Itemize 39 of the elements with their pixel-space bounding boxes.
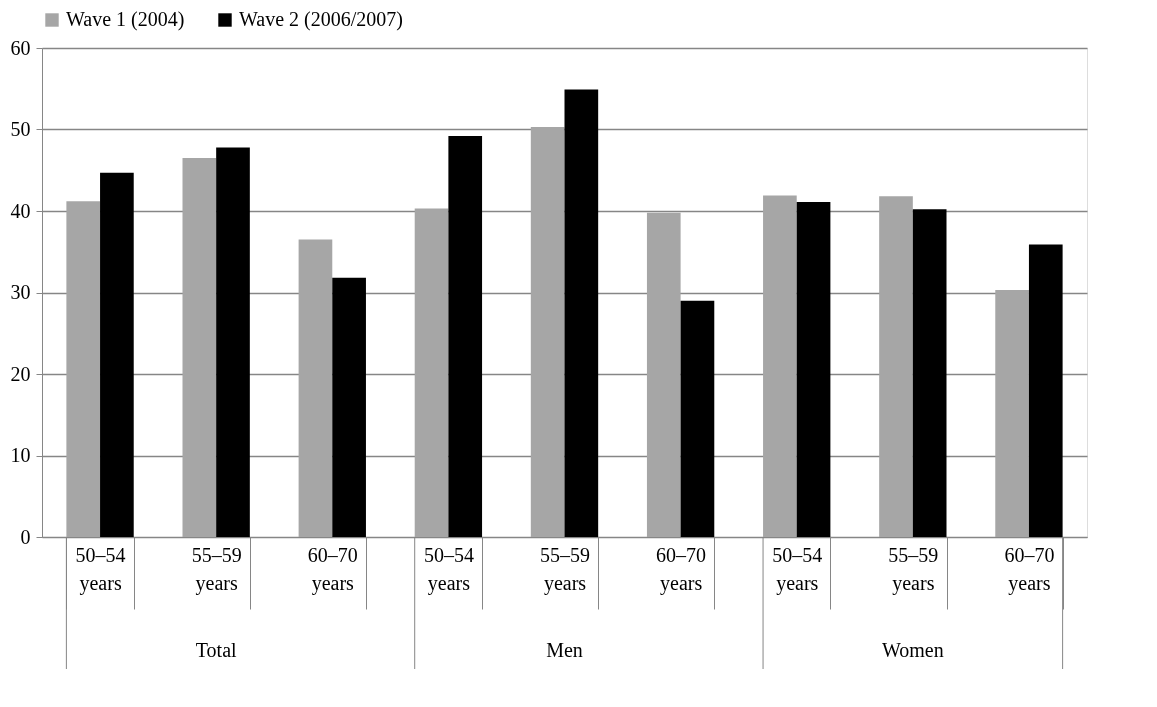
bar xyxy=(100,172,134,537)
text: Total xyxy=(195,639,238,661)
bar xyxy=(414,208,449,537)
x-tick-label: 60–70 years xyxy=(1004,543,1055,595)
text: Women xyxy=(881,639,944,661)
bar xyxy=(879,196,913,537)
bar xyxy=(995,290,1029,537)
x-tick-label: 60–70 years xyxy=(307,543,358,595)
bar xyxy=(182,158,217,537)
y-tick-label: 10 xyxy=(10,444,31,466)
legend-label: Wave 1 (2004) xyxy=(66,8,185,31)
bar xyxy=(796,202,831,537)
y-tick-label: 20 xyxy=(10,362,31,385)
bar xyxy=(912,209,947,537)
y-tick-label: 30 xyxy=(10,281,31,303)
x-tick-label: 50–54 years xyxy=(75,543,126,595)
x-tick-label: 50–54 years xyxy=(423,543,474,595)
bar xyxy=(530,127,565,537)
bar xyxy=(66,201,101,537)
bar xyxy=(564,89,599,537)
bar xyxy=(763,195,797,537)
y-tick-label: 60 xyxy=(10,36,31,59)
bar xyxy=(298,239,333,537)
bar xyxy=(646,212,681,537)
legend-label: Wave 2 (2006/2007) xyxy=(239,8,403,31)
y-tick-label: 0 xyxy=(20,525,31,548)
bar xyxy=(1028,244,1063,537)
text: Men xyxy=(546,639,583,661)
bar xyxy=(332,277,366,537)
y-tick-label: 40 xyxy=(10,199,31,222)
bar xyxy=(448,136,483,537)
x-tick-label: 55–59 years xyxy=(191,543,242,595)
x-tick-label: 50–54 years xyxy=(772,543,823,595)
bar xyxy=(680,300,715,537)
bar xyxy=(216,147,250,537)
x-tick-label: 60–70 years xyxy=(656,543,707,595)
y-tick-label: 50 xyxy=(10,118,31,140)
x-tick-label: 55–59 years xyxy=(888,543,939,595)
x-tick-label: 55–59 years xyxy=(540,543,590,595)
